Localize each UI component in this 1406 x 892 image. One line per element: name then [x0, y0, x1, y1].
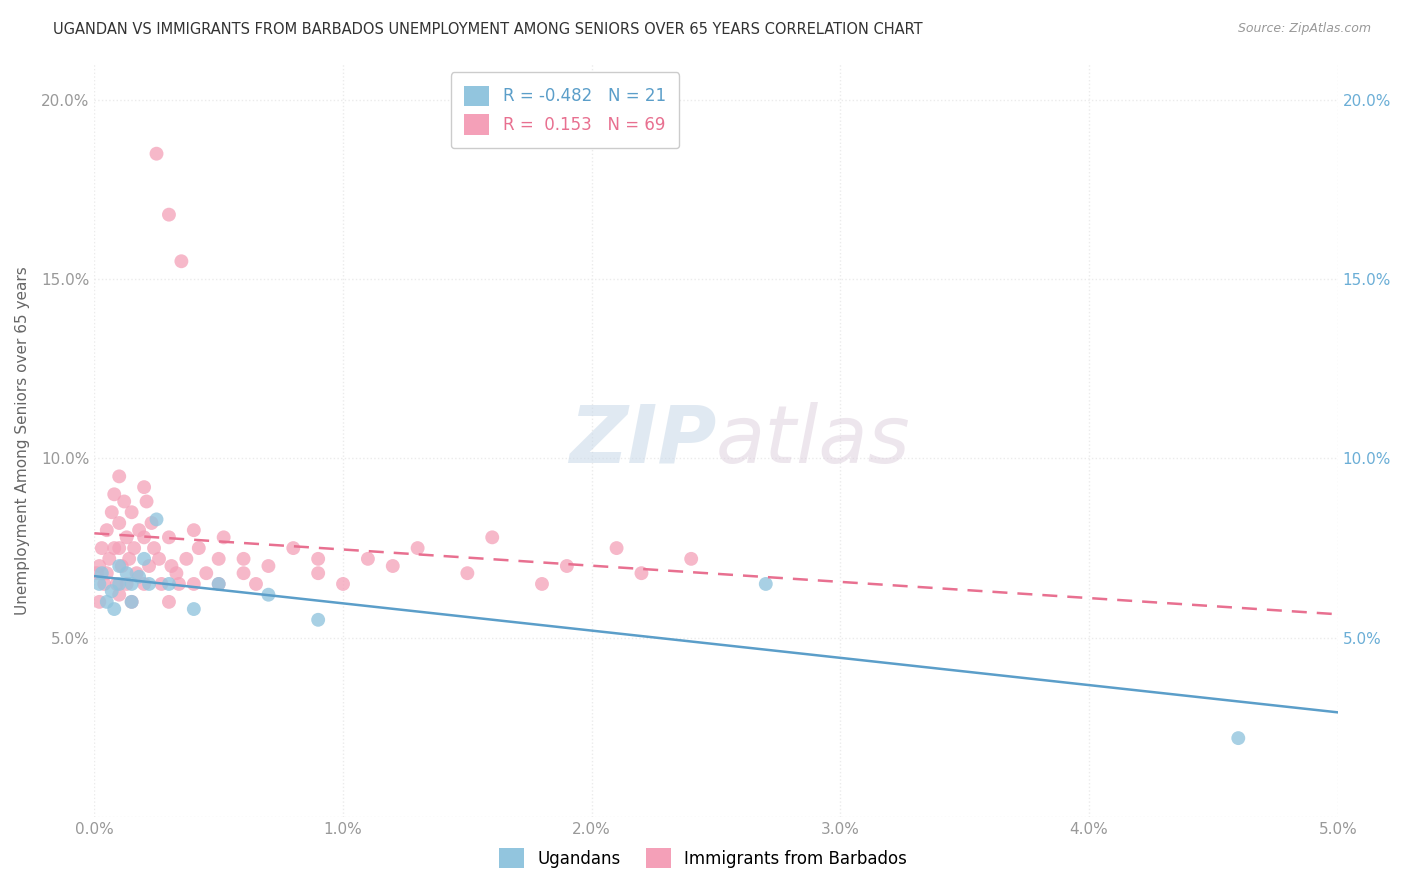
Point — [630, 566, 652, 581]
Point — [121, 505, 143, 519]
Point — [115, 566, 138, 581]
Point — [232, 566, 254, 581]
Point — [381, 559, 404, 574]
Point — [257, 559, 280, 574]
Point — [89, 559, 111, 574]
Point — [93, 577, 115, 591]
Point — [257, 588, 280, 602]
Point — [187, 541, 209, 555]
Point — [100, 505, 122, 519]
Point — [125, 566, 148, 581]
Point — [165, 566, 187, 581]
Point — [128, 523, 150, 537]
Point — [170, 254, 193, 268]
Legend: R = -0.482   N = 21, R =  0.153   N = 69: R = -0.482 N = 21, R = 0.153 N = 69 — [451, 72, 679, 148]
Point — [100, 584, 122, 599]
Point — [108, 588, 131, 602]
Point — [105, 577, 128, 591]
Point — [96, 595, 118, 609]
Point — [115, 577, 138, 591]
Point — [112, 494, 135, 508]
Point — [122, 541, 145, 555]
Point — [176, 552, 198, 566]
Point — [121, 595, 143, 609]
Point — [143, 541, 166, 555]
Point — [108, 559, 131, 574]
Point — [183, 602, 205, 616]
Point — [357, 552, 380, 566]
Point — [481, 530, 503, 544]
Point — [283, 541, 305, 555]
Point — [145, 512, 167, 526]
Point — [138, 577, 160, 591]
Point — [157, 530, 180, 544]
Point — [456, 566, 478, 581]
Point — [208, 577, 231, 591]
Point — [195, 566, 218, 581]
Point — [90, 541, 112, 555]
Point — [212, 530, 235, 544]
Point — [89, 595, 111, 609]
Point — [245, 577, 267, 591]
Point — [307, 552, 329, 566]
Point — [755, 577, 778, 591]
Point — [111, 559, 134, 574]
Point — [150, 577, 173, 591]
Point — [103, 541, 125, 555]
Point — [103, 602, 125, 616]
Point — [132, 577, 155, 591]
Y-axis label: Unemployment Among Seniors over 65 years: Unemployment Among Seniors over 65 years — [15, 266, 30, 615]
Point — [98, 552, 121, 566]
Point — [108, 469, 131, 483]
Point — [86, 566, 108, 581]
Point — [108, 577, 131, 591]
Text: Source: ZipAtlas.com: Source: ZipAtlas.com — [1237, 22, 1371, 36]
Point — [183, 577, 205, 591]
Point — [132, 552, 155, 566]
Text: ZIP: ZIP — [568, 401, 716, 480]
Point — [555, 559, 578, 574]
Point — [681, 552, 703, 566]
Point — [160, 559, 183, 574]
Point — [141, 516, 163, 530]
Point — [108, 516, 131, 530]
Point — [121, 577, 143, 591]
Text: UGANDAN VS IMMIGRANTS FROM BARBADOS UNEMPLOYMENT AMONG SENIORS OVER 65 YEARS COR: UGANDAN VS IMMIGRANTS FROM BARBADOS UNEM… — [53, 22, 924, 37]
Point — [115, 530, 138, 544]
Point — [406, 541, 429, 555]
Point — [138, 559, 160, 574]
Point — [157, 595, 180, 609]
Point — [132, 480, 155, 494]
Point — [183, 523, 205, 537]
Legend: Ugandans, Immigrants from Barbados: Ugandans, Immigrants from Barbados — [491, 839, 915, 877]
Point — [307, 613, 329, 627]
Point — [135, 494, 157, 508]
Point — [332, 577, 354, 591]
Point — [121, 595, 143, 609]
Point — [208, 552, 231, 566]
Point — [157, 208, 180, 222]
Point — [167, 577, 190, 591]
Point — [307, 566, 329, 581]
Point — [89, 577, 111, 591]
Point — [128, 570, 150, 584]
Point — [232, 552, 254, 566]
Point — [103, 487, 125, 501]
Point — [530, 577, 553, 591]
Point — [208, 577, 231, 591]
Point — [132, 530, 155, 544]
Point — [96, 566, 118, 581]
Point — [90, 566, 112, 581]
Text: atlas: atlas — [716, 401, 911, 480]
Point — [1227, 731, 1250, 745]
Point — [145, 146, 167, 161]
Point — [108, 541, 131, 555]
Point — [157, 577, 180, 591]
Point — [118, 552, 141, 566]
Point — [96, 523, 118, 537]
Point — [606, 541, 628, 555]
Point — [148, 552, 170, 566]
